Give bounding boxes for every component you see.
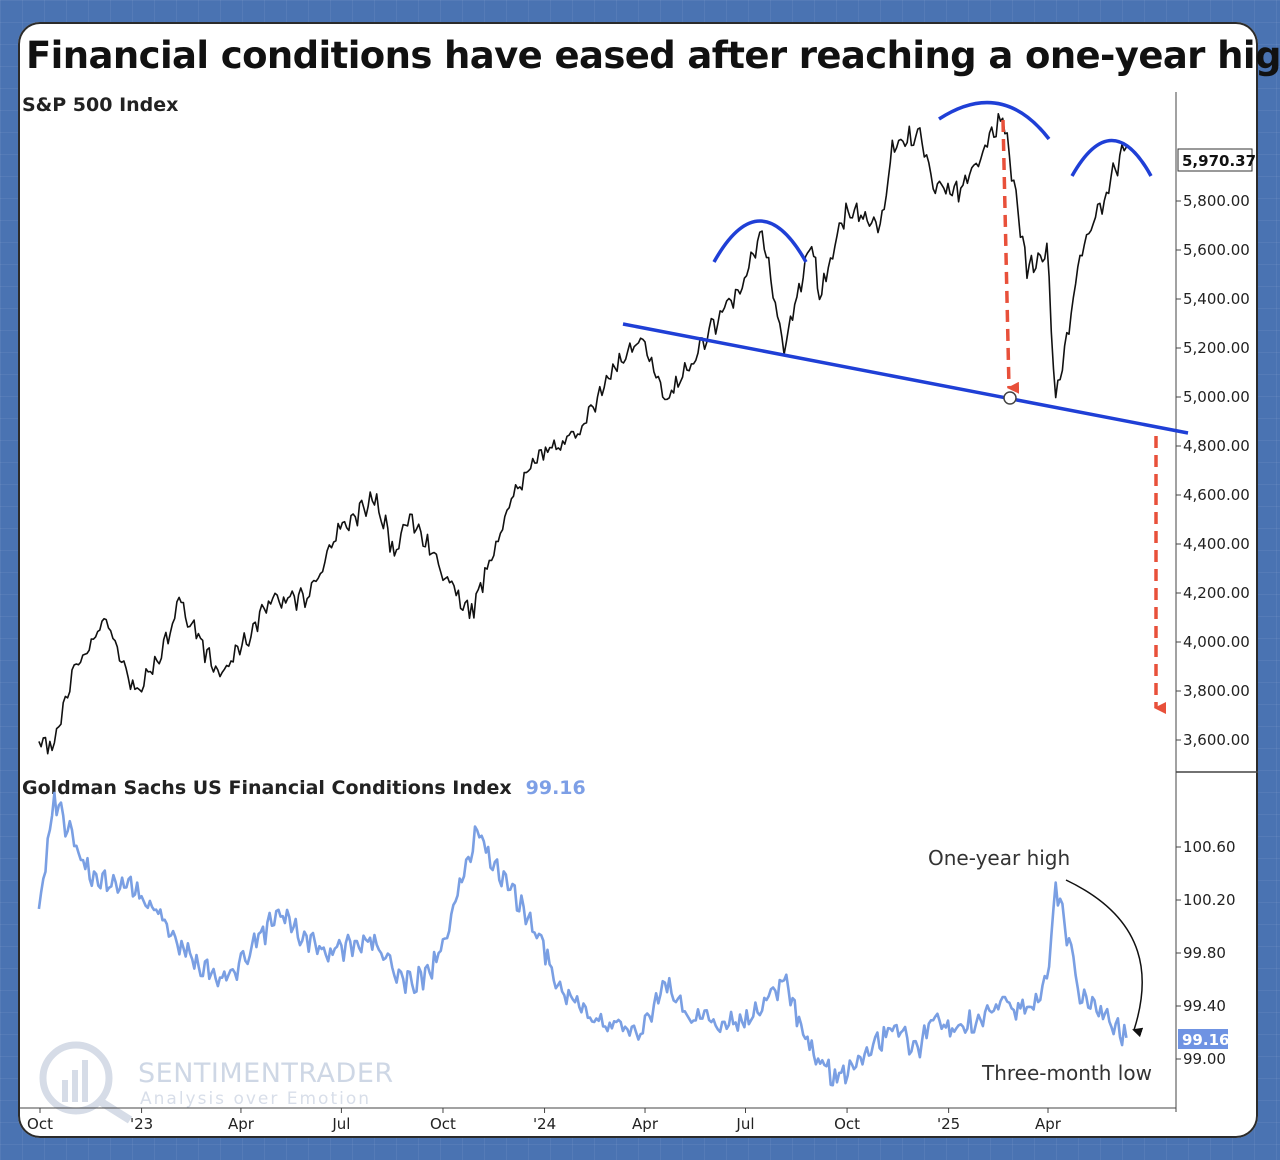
neckline-touch-marker xyxy=(1003,391,1017,405)
x-axis-ticks: Oct '23 Apr Jul Oct '24 Apr Jul Oct '25 Apr xyxy=(27,1108,1062,1133)
spx-y-tick-label: 5,400.00 xyxy=(1183,290,1250,308)
spx-y-tick-label: 4,000.00 xyxy=(1183,633,1250,651)
spx-last-value-badge: 5,970.37 xyxy=(1177,148,1256,172)
fci-panel-label: Goldman Sachs US Financial Conditions In… xyxy=(22,777,586,799)
x-tick-label: '23 xyxy=(130,1115,153,1133)
spx-y-tick-label: 3,800.00 xyxy=(1183,682,1250,700)
fci-y-tick-label: 99.40 xyxy=(1183,997,1226,1015)
fci-last-value-label: 99.16 xyxy=(526,777,586,799)
one-year-high-annotation: One-year high xyxy=(928,846,1070,870)
fci-badge-value: 99.16 xyxy=(1182,1031,1229,1049)
sentimentrader-logo-icon xyxy=(39,1041,133,1124)
spx-series-line xyxy=(38,113,1128,755)
x-tick-label: Jul xyxy=(735,1115,754,1133)
fci-panel-title: Goldman Sachs US Financial Conditions In… xyxy=(22,777,512,799)
chart-title: Financial conditions have eased after re… xyxy=(26,34,1280,77)
x-tick-label: Apr xyxy=(228,1115,255,1133)
fci-series-line xyxy=(37,791,1128,1087)
x-tick-label: '25 xyxy=(937,1115,960,1133)
three-month-low-annotation: Three-month low xyxy=(981,1061,1152,1085)
fci-y-tick-label: 99.80 xyxy=(1183,944,1226,962)
spx-y-tick-label: 5,600.00 xyxy=(1183,241,1250,259)
head-arc xyxy=(938,100,1051,141)
spx-last-value: 5,970.37 xyxy=(1182,152,1256,170)
spx-y-tick-label: 5,200.00 xyxy=(1183,339,1250,357)
watermark: SENTIMENTRADER Analysis over Emotion xyxy=(39,1041,394,1124)
fci-y-ticks: 100.60 100.20 99.80 99.40 99.00 xyxy=(1176,838,1236,1068)
x-tick-label: Oct xyxy=(430,1115,456,1133)
x-tick-label: '24 xyxy=(533,1115,556,1133)
left-shoulder-arc xyxy=(712,219,808,263)
watermark-tagline: Analysis over Emotion xyxy=(140,1089,371,1109)
x-tick-label: Oct xyxy=(27,1115,53,1133)
spx-y-ticks: 5,800.00 5,600.00 5,400.00 5,200.00 5,000.00… xyxy=(1176,192,1250,749)
curved-black-arrow xyxy=(1065,879,1144,1038)
fci-y-tick-label: 100.60 xyxy=(1183,838,1236,856)
spx-y-tick-label: 4,400.00 xyxy=(1183,535,1250,553)
spx-y-tick-label: 5,000.00 xyxy=(1183,388,1250,406)
right-shoulder-arc xyxy=(1070,138,1153,177)
spx-panel-label: S&P 500 Index xyxy=(22,94,178,116)
x-tick-label: Apr xyxy=(632,1115,659,1133)
watermark-brand: SENTIMENTRADER xyxy=(138,1058,394,1089)
spx-y-tick-label: 4,800.00 xyxy=(1183,437,1250,455)
x-tick-label: Jul xyxy=(331,1115,350,1133)
fci-y-tick-label: 99.00 xyxy=(1183,1050,1226,1068)
x-tick-label: Oct xyxy=(834,1115,860,1133)
x-tick-label: Apr xyxy=(1035,1115,1062,1133)
fci-last-value-badge: 99.16 xyxy=(1178,1029,1229,1049)
spx-y-tick-label: 5,800.00 xyxy=(1183,192,1250,210)
neckline-trendline xyxy=(622,322,1189,435)
spx-y-tick-label: 4,600.00 xyxy=(1183,486,1250,504)
spx-y-tick-label: 3,600.00 xyxy=(1183,731,1250,749)
head-height-arrow xyxy=(1001,119,1020,394)
spx-y-tick-label: 4,200.00 xyxy=(1183,584,1250,602)
fci-y-tick-label: 100.20 xyxy=(1183,891,1236,909)
